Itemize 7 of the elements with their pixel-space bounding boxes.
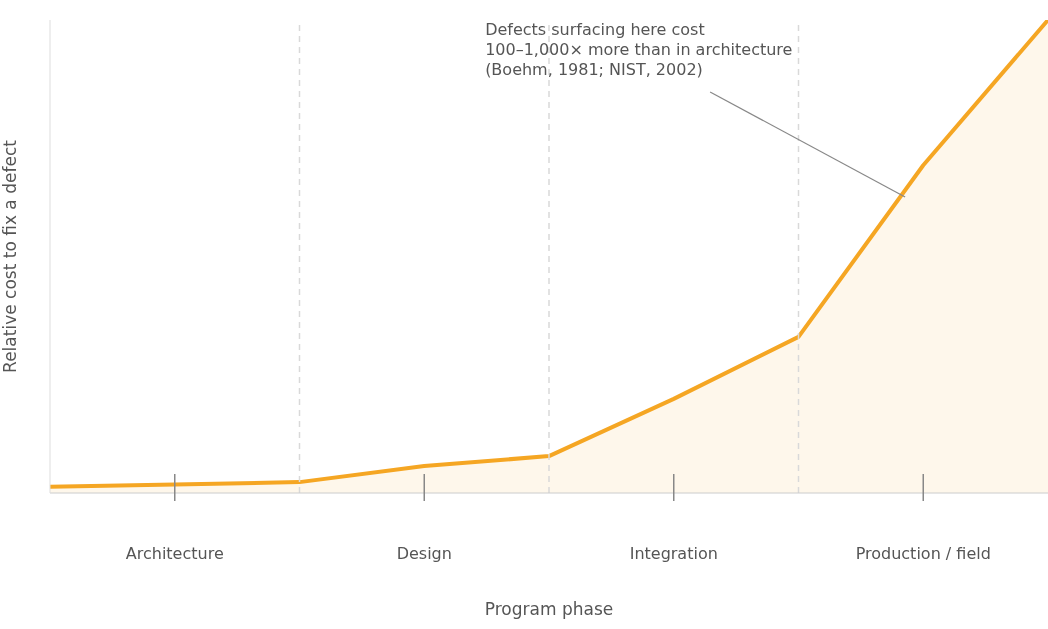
annotation: Defects surfacing here cost 100–1,000× more than in architecture (Boehm, 1981; NIST, 2002) <box>485 20 793 79</box>
x-tick-label: Design <box>396 544 452 563</box>
y-axis-title: Relative cost to fix a defect <box>0 139 21 373</box>
x-axis-title: Program phase <box>484 599 614 619</box>
x-tick-label: Architecture <box>125 544 224 563</box>
x-tick-label: Integration <box>629 544 718 563</box>
x-tick-label: Production / field <box>855 544 991 563</box>
